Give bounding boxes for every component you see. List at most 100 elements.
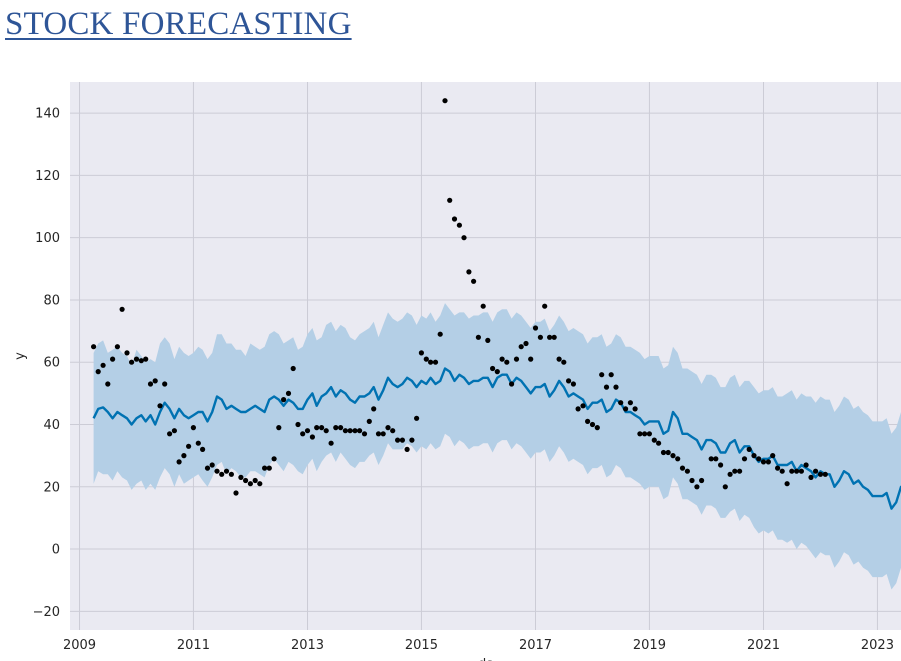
observed-point: [504, 359, 510, 365]
observed-point: [822, 471, 828, 477]
observed-point: [105, 381, 111, 387]
observed-point: [789, 468, 795, 474]
forecast-line-layer: [92, 367, 901, 510]
observed-point: [91, 344, 97, 350]
observed-point: [646, 431, 653, 437]
observed-point: [176, 459, 182, 465]
observed-point: [290, 365, 296, 372]
observed-point: [357, 428, 363, 434]
observed-point: [589, 421, 596, 428]
observed-point: [456, 222, 462, 228]
observed-point: [480, 303, 486, 309]
observed-point: [660, 449, 667, 456]
observed-point: [509, 381, 515, 387]
observed-point: [499, 356, 505, 362]
observed-point: [684, 468, 691, 474]
observed-point: [775, 465, 781, 471]
observed-point: [133, 356, 140, 362]
observed-point: [637, 431, 643, 437]
observed-point: [124, 350, 130, 356]
observed-point: [632, 406, 638, 412]
observed-point: [328, 440, 334, 446]
observed-point: [395, 437, 401, 443]
observed-point: [518, 344, 524, 350]
observed-point: [813, 468, 819, 474]
y-tick-label: 60: [43, 356, 60, 371]
observed-point: [304, 428, 311, 434]
observed-point: [152, 378, 158, 384]
observed-point: [718, 462, 724, 468]
observed-point: [603, 384, 610, 390]
observed-point: [642, 431, 648, 437]
observed-point: [594, 425, 600, 431]
observed-point: [157, 403, 163, 409]
observed-point: [181, 453, 187, 459]
observed-point: [143, 356, 149, 362]
observed-point: [209, 462, 215, 468]
observed-point: [223, 468, 230, 474]
observed-point: [760, 459, 767, 465]
observed-point: [276, 425, 282, 431]
y-tick-label: 0: [52, 543, 60, 558]
observed-point: [765, 459, 772, 465]
observed-point: [247, 481, 253, 487]
observed-point: [147, 381, 154, 387]
observed-point: [352, 428, 358, 434]
observed-point: [679, 465, 686, 471]
observed-point: [300, 431, 306, 437]
observed-point: [262, 465, 268, 471]
observed-point: [361, 431, 368, 437]
observed-point: [252, 477, 258, 484]
observed-point: [129, 359, 135, 365]
observed-point: [437, 331, 443, 337]
observed-point: [561, 359, 567, 365]
observed-point: [461, 235, 467, 241]
observed-point: [366, 418, 372, 424]
observed-point: [338, 425, 344, 431]
observed-point: [100, 362, 106, 368]
observed-point: [138, 358, 144, 364]
observed-point: [490, 365, 496, 372]
observed-point: [333, 425, 339, 431]
observed-point: [233, 490, 239, 496]
x-tick-label: 2021: [747, 638, 780, 653]
observed-point: [432, 359, 439, 365]
y-tick-label: 40: [43, 418, 60, 433]
observed-point: [732, 468, 738, 474]
observed-point: [466, 269, 472, 275]
observed-point: [770, 453, 776, 459]
observed-point: [95, 369, 101, 375]
observed-point: [418, 350, 424, 356]
observed-point: [375, 431, 382, 437]
y-tick-label: 120: [35, 169, 60, 184]
observed-point: [613, 384, 619, 390]
observed-point: [779, 468, 785, 474]
page-title: STOCK FORECASTING: [5, 6, 352, 42]
observed-point: [371, 406, 377, 412]
observed-point: [575, 406, 581, 412]
observed-point: [110, 356, 116, 362]
observed-point: [423, 356, 429, 362]
observed-point: [319, 425, 325, 431]
observed-point: [817, 471, 824, 477]
observed-point: [699, 477, 705, 484]
observed-point: [803, 462, 809, 468]
observed-point: [618, 400, 624, 406]
observed-point: [798, 468, 805, 474]
observed-point: [670, 453, 676, 459]
observed-points-layer: [91, 98, 828, 496]
x-tick-label: 2019: [633, 638, 666, 653]
observed-point: [314, 425, 320, 431]
observed-point: [409, 437, 415, 443]
observed-point: [295, 421, 301, 428]
observed-point: [585, 418, 591, 424]
observed-point: [537, 334, 544, 340]
observed-point: [708, 456, 714, 462]
observed-point: [608, 372, 614, 378]
observed-point: [494, 369, 500, 375]
observed-point: [162, 381, 168, 387]
uncertainty-band-layer: [93, 303, 901, 590]
observed-point: [513, 356, 520, 362]
y-tick-label: 20: [43, 480, 60, 495]
observed-point: [694, 484, 700, 490]
